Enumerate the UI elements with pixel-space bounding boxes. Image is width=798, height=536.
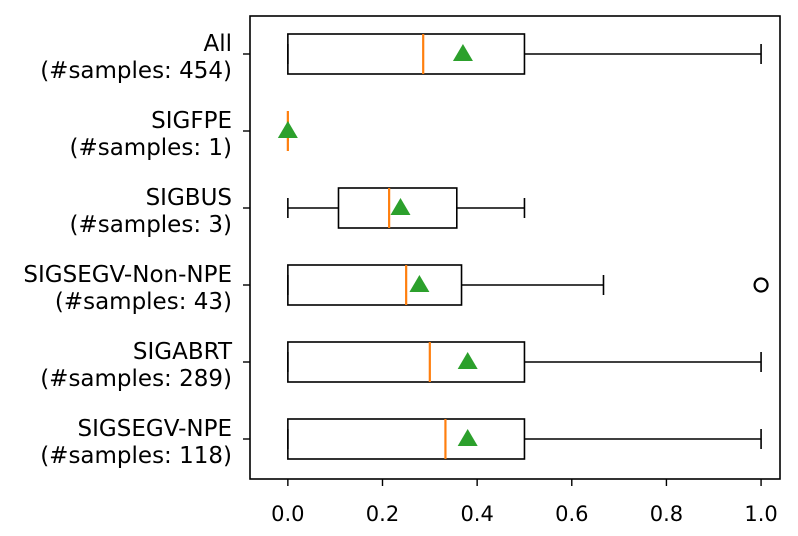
x-tick-label: 0.8 xyxy=(650,502,683,526)
plot-frame xyxy=(249,15,781,480)
outlier-point xyxy=(753,277,769,293)
boxes xyxy=(277,33,769,460)
mean-marker xyxy=(457,352,478,369)
iqr-box xyxy=(287,341,526,383)
x-tick-label: 0.2 xyxy=(366,502,399,526)
category-samples-label: (#samples: 289) xyxy=(40,366,232,392)
mean-marker xyxy=(452,44,473,61)
category-samples-label: (#samples: 454) xyxy=(40,58,232,84)
x-tick-label: 0.6 xyxy=(555,502,588,526)
iqr-box xyxy=(287,264,463,306)
x-axis-ticks: 0.0 0.2 0.4 0.6 0.8 1.0 xyxy=(271,479,778,526)
category-name-label: SIGBUS xyxy=(146,185,232,211)
mean-marker xyxy=(390,198,411,215)
iqr-box xyxy=(287,418,526,460)
iqr-box xyxy=(337,187,458,229)
category-samples-label: (#samples: 3) xyxy=(69,212,232,238)
category-samples-label: (#samples: 1) xyxy=(69,135,232,161)
iqr-box xyxy=(287,33,526,75)
x-tick-label: 1.0 xyxy=(744,502,777,526)
x-tick-label: 0.4 xyxy=(460,502,493,526)
mean-marker xyxy=(277,121,298,138)
category-name-label: All xyxy=(203,31,232,57)
mean-marker xyxy=(409,275,430,292)
category-name-label: SIGSEGV-Non-NPE xyxy=(23,262,232,288)
category-name-label: SIGSEGV-NPE xyxy=(78,416,232,442)
category-samples-label: (#samples: 43) xyxy=(55,289,232,315)
category-name-label: SIGABRT xyxy=(133,339,233,365)
x-tick-label: 0.0 xyxy=(271,502,304,526)
category-samples-label: (#samples: 118) xyxy=(40,443,232,469)
category-labels: All(#samples: 454) SIGFPE(#samples: 1) SIG… xyxy=(23,31,250,469)
mean-marker xyxy=(457,429,478,446)
category-name-label: SIGFPE xyxy=(151,108,232,134)
